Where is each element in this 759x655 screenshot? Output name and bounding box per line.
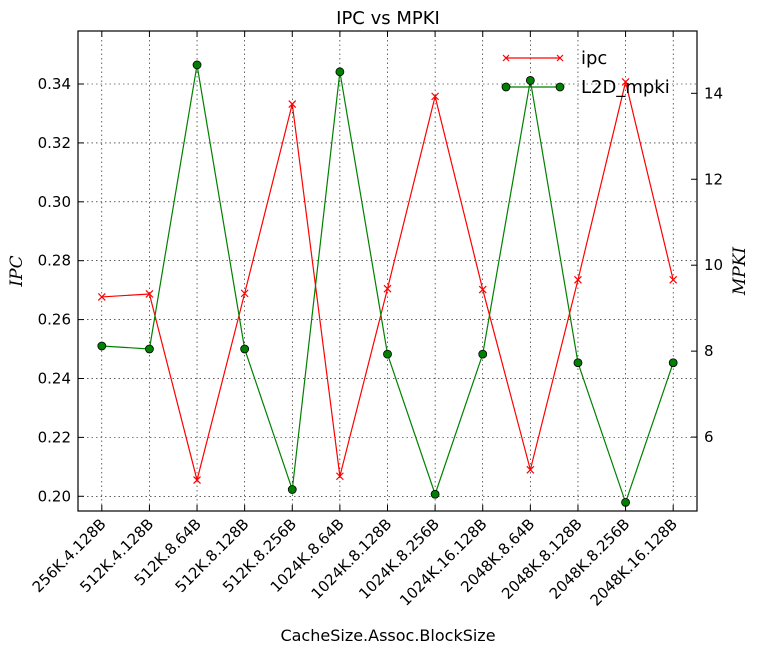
chart-title: IPC vs MPKI: [336, 8, 440, 29]
data-point-ipc: [145, 290, 154, 298]
legend-marker-l2d-mpki-b: [555, 82, 565, 92]
y-axis-label-left: IPC: [7, 255, 27, 287]
data-point-ipc: [288, 100, 297, 108]
data-point-ipc: [335, 472, 344, 481]
y-tick-label-left: 0.22: [38, 428, 71, 446]
data-point-l2d-mpki: [383, 349, 392, 359]
y-tick-label-left: 0.26: [38, 311, 71, 329]
y-tick-label-left: 0.24: [38, 369, 71, 387]
y-tick-label-right: 14: [704, 84, 723, 102]
y-tick-label-right: 10: [704, 256, 723, 274]
y-tick-label-left: 0.28: [38, 252, 71, 270]
data-point-ipc: [383, 284, 392, 293]
data-point-l2d-mpki: [145, 344, 154, 354]
data-point-ipc: [97, 292, 106, 301]
data-point-ipc: [478, 285, 487, 294]
y-tick-label-right: 8: [704, 342, 714, 360]
data-point-l2d-mpki: [478, 349, 488, 359]
y-tick-label-left: 0.34: [38, 75, 71, 93]
legend-entry-ipc: ipc: [502, 48, 607, 69]
y-tick-label-right: 12: [704, 170, 723, 188]
y-tick-label-left: 0.32: [38, 134, 71, 152]
data-point-ipc: [574, 275, 582, 284]
legend-entry-l2d-mpki: L2D_mpki: [501, 77, 670, 98]
data-point-l2d-mpki: [668, 358, 678, 368]
legend-marker-ipc: [502, 54, 564, 62]
legend: ipc L2D_mpki: [501, 48, 670, 98]
data-point-l2d-mpki: [335, 67, 345, 77]
data-point-l2d-mpki: [287, 485, 297, 494]
data-point-ipc: [621, 78, 630, 86]
data-point-l2d-mpki: [192, 60, 202, 70]
legend-marker-l2d-mpki-a: [501, 82, 511, 92]
y-tick-label-left: 0.30: [38, 193, 71, 211]
y-tick-label-left: 0.20: [38, 487, 71, 505]
legend-label-l2d-mpki: L2D_mpki: [581, 77, 670, 98]
x-axis-label: CacheSize.Assoc.BlockSize: [280, 626, 495, 645]
data-point-l2d-mpki: [573, 358, 583, 368]
data-point-l2d-mpki: [240, 344, 250, 354]
data-point-l2d-mpki: [430, 489, 440, 499]
y-axis-label-right: MPKI: [730, 247, 750, 297]
grid: [78, 31, 697, 511]
data-point-ipc: [669, 275, 678, 284]
data-point-l2d-mpki: [97, 341, 107, 351]
data-point-ipc: [240, 289, 249, 298]
y-tick-label-right: 6: [704, 428, 714, 446]
data-point-ipc: [431, 92, 440, 101]
data-point-ipc: [193, 476, 201, 485]
series-layer: [97, 60, 678, 507]
legend-label-ipc: ipc: [581, 48, 607, 69]
data-point-ipc: [526, 465, 535, 474]
data-point-l2d-mpki: [525, 76, 535, 85]
